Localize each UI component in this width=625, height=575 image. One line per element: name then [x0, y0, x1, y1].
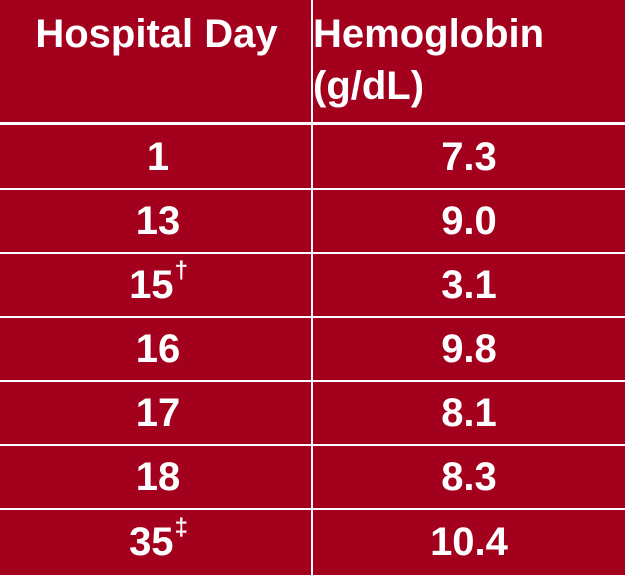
table-row: 15 † 3.1	[0, 254, 625, 318]
day-cell: 13	[0, 190, 313, 252]
day-value: 35	[129, 519, 174, 564]
header-hemoglobin-label: Hemoglobin	[313, 12, 545, 56]
day-cell: 15 †	[129, 257, 188, 307]
day-value: 17	[135, 390, 181, 435]
table-row: 17 8.1	[0, 382, 625, 446]
column-divider	[311, 0, 313, 575]
day-value: 16	[135, 326, 181, 371]
day-cell: 35 ‡	[129, 514, 188, 564]
hemoglobin-cell: 9.8	[441, 326, 497, 371]
day-cell: 18	[0, 446, 313, 508]
hemoglobin-cell: 10.4	[430, 519, 508, 564]
hemoglobin-cell: 7.3	[441, 134, 497, 179]
table-row: 13 9.0	[0, 190, 625, 254]
hemoglobin-cell: 8.3	[441, 454, 497, 499]
hemoglobin-cell: 8.1	[441, 390, 497, 435]
table-row: 16 9.8	[0, 318, 625, 382]
header-hemoglobin: Hemoglobin (g/dL)	[313, 0, 625, 122]
day-value: 15	[129, 262, 174, 307]
table-header-row: Hospital Day Hemoglobin (g/dL)	[0, 0, 625, 125]
day-cell: 16	[0, 318, 313, 380]
hemoglobin-cell: 3.1	[441, 262, 497, 307]
day-value: 18	[135, 454, 181, 499]
table-row: 1 7.3	[0, 126, 625, 190]
header-hemoglobin-unit: (g/dL)	[313, 64, 425, 108]
table-row: 35 ‡ 10.4	[0, 510, 625, 574]
day-value: 1	[146, 134, 170, 179]
hemoglobin-cell: 9.0	[441, 198, 497, 243]
day-value: 13	[135, 198, 181, 243]
header-hospital-day: Hospital Day	[35, 12, 278, 56]
day-cell: 17	[0, 382, 313, 444]
table-row: 18 8.3	[0, 446, 625, 510]
day-cell: 1	[0, 126, 313, 188]
